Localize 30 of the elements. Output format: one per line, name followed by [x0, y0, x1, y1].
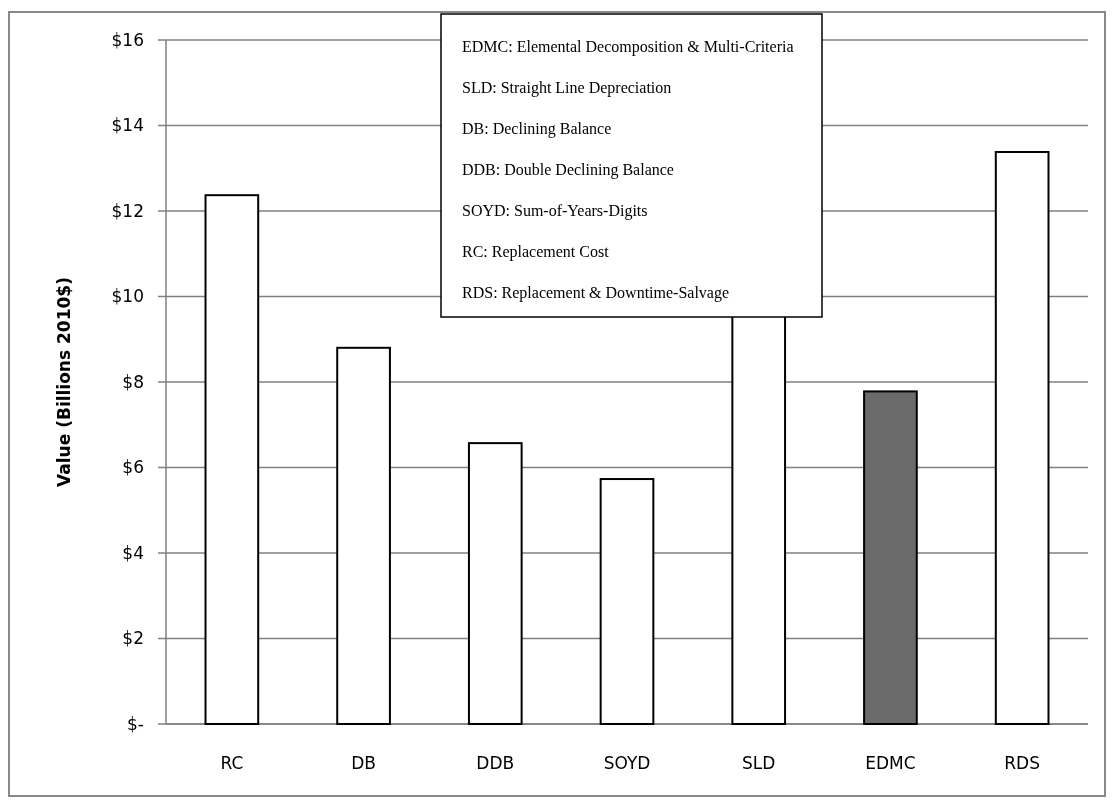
y-tick-label: $10: [111, 286, 144, 307]
annotation: DDB: Double Declining Balance: [462, 161, 674, 179]
y-tick-label: $16: [111, 29, 144, 50]
y-axis-title: Value (Billions 2010$): [54, 277, 74, 487]
annotation: SLD: Straight Line Depreciation: [462, 79, 672, 97]
y-tick-label: $6: [122, 457, 144, 478]
y-tick-label: $14: [111, 115, 144, 136]
x-tick-label: EDMC: [865, 753, 916, 773]
bar: [204, 194, 260, 725]
annotation: RC: Replacement Cost: [462, 243, 610, 261]
bar: [599, 478, 655, 725]
x-tick-label: SLD: [742, 753, 776, 773]
y-tick-label: $12: [111, 200, 144, 221]
bar: [994, 151, 1050, 725]
bar: [336, 346, 391, 725]
annotation: EDMC: Elemental Decomposition & Multi-Criteria: [462, 38, 794, 56]
y-tick-label: $4: [122, 542, 144, 563]
y-tick-label: $2: [122, 628, 144, 649]
x-tick-label: DDB: [476, 753, 515, 773]
bar: [863, 390, 918, 725]
y-tick-label: $8: [122, 371, 144, 392]
bar: [467, 442, 523, 725]
x-tick-label: RC: [220, 753, 244, 773]
annotation: RDS: Replacement & Downtime-Salvage: [462, 284, 730, 302]
x-tick-label: RDS: [1004, 753, 1040, 773]
y-tick-label: $-: [127, 713, 144, 734]
x-tick-label: DB: [351, 753, 376, 773]
x-tick-label: SOYD: [603, 753, 651, 773]
annotation: SOYD: Sum-of-Years-Digits: [462, 202, 648, 220]
annotation: DB: Declining Balance: [462, 120, 612, 138]
